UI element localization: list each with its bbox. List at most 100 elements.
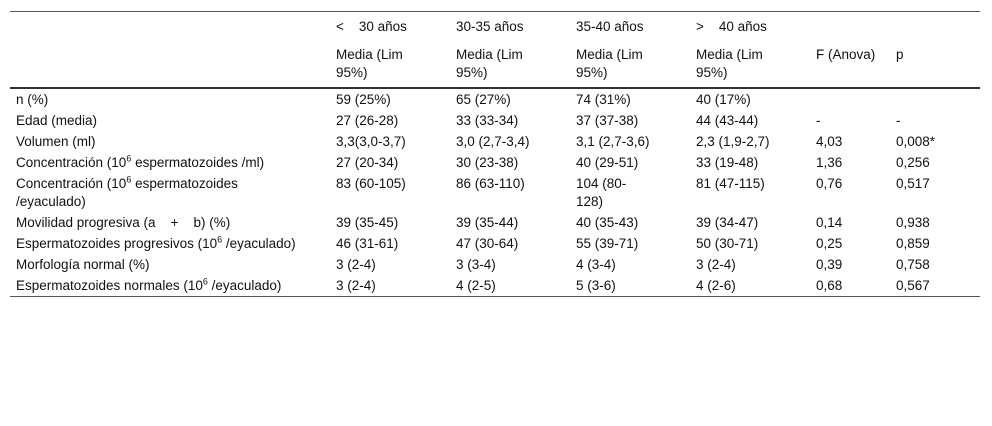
cell-value: 40 (17%)	[696, 92, 751, 107]
group-label: 35-40 años	[576, 19, 644, 34]
header-cell	[10, 12, 330, 45]
data-cell: 40 (29-51)	[570, 152, 690, 173]
row-label: Espermatozoides normales (106 /eyaculado…	[16, 277, 301, 295]
header-row: Media (Lim 95%) Media (Lim 95%) Media (Lim…	[10, 44, 980, 89]
label-text: Concentración (10	[16, 155, 127, 170]
subheader-label: Media (Lim 95%)	[696, 47, 763, 80]
table-row: Espermatozoides normales (106 /eyaculado…	[10, 275, 980, 297]
data-cell: -	[890, 110, 980, 131]
data-cell: 44 (43-44)	[690, 110, 810, 131]
data-cell: 55 (39-71)	[570, 233, 690, 254]
cell-value: 4,03	[816, 134, 843, 149]
data-cell: 0,517	[890, 173, 980, 212]
label-text: Concentración (10	[16, 176, 127, 191]
header-cell	[10, 44, 330, 89]
cell-value: 50 (30-71)	[696, 236, 759, 251]
table-row: Edad (media) 27 (26-28) 33 (33-34) 37 (37-3…	[10, 110, 980, 131]
superscript: 6	[202, 276, 208, 287]
header-cell: Media (Lim 95%)	[330, 44, 450, 89]
data-cell	[810, 88, 890, 110]
cell-value: 0,25	[816, 236, 843, 251]
subheader-label: p	[896, 47, 904, 62]
row-label: Concentración (106 espermatozoides /ml)	[16, 154, 301, 172]
data-cell: 50 (30-71)	[690, 233, 810, 254]
cell-value: 55 (39-71)	[576, 236, 639, 251]
data-cell: 0,14	[810, 212, 890, 233]
data-cell: 4 (2-5)	[450, 275, 570, 297]
cell-value: 65 (27%)	[456, 92, 511, 107]
cell-value: 27 (26-28)	[336, 113, 399, 128]
label-text: Movilidad progresiva (a + b) (%)	[16, 215, 231, 230]
superscript: 6	[126, 153, 132, 164]
data-cell: 3,1 (2,7-3,6)	[570, 131, 690, 152]
data-cell: 4,03	[810, 131, 890, 152]
cell-value: 3 (2-4)	[336, 278, 376, 293]
row-label: Edad (media)	[16, 112, 301, 130]
data-cell: -	[810, 110, 890, 131]
row-label-cell: Volumen (ml)	[10, 131, 330, 152]
row-label: n (%)	[16, 91, 301, 109]
cell-value: -	[896, 113, 901, 128]
row-label-cell: Movilidad progresiva (a + b) (%)	[10, 212, 330, 233]
cell-value: 83 (60-105)	[336, 176, 406, 191]
header-cell	[890, 12, 980, 45]
cell-value: 5 (3-6)	[576, 278, 616, 293]
label-text: n (%)	[16, 92, 49, 107]
data-table: < 30 años 30-35 años 35-40 años > 40 años Me…	[10, 11, 980, 297]
cell-value: 3 (2-4)	[336, 257, 376, 272]
data-cell: 0,39	[810, 254, 890, 275]
subheader-label: Media (Lim 95%)	[336, 47, 403, 80]
data-cell: 3,3(3,0-3,7)	[330, 131, 450, 152]
cell-value: 39 (35-45)	[336, 215, 399, 230]
row-label-cell: Edad (media)	[10, 110, 330, 131]
data-cell: 47 (30-64)	[450, 233, 570, 254]
cell-value: 0,76	[816, 176, 843, 191]
cell-value: 33 (19-48)	[696, 155, 759, 170]
cell-value: 0,938	[896, 215, 930, 230]
cell-value: 4 (2-6)	[696, 278, 736, 293]
header-cell	[810, 12, 890, 45]
superscript: 6	[217, 234, 223, 245]
group-label: > 40 años	[696, 19, 767, 34]
cell-value: 46 (31-61)	[336, 236, 399, 251]
data-cell: 0,25	[810, 233, 890, 254]
data-cell: 0,256	[890, 152, 980, 173]
row-label: Volumen (ml)	[16, 133, 301, 151]
data-cell: 37 (37-38)	[570, 110, 690, 131]
header-cell: p	[890, 44, 980, 89]
cell-value: 44 (43-44)	[696, 113, 759, 128]
header-cell: < 30 años	[330, 12, 450, 45]
row-label-cell: n (%)	[10, 88, 330, 110]
data-cell: 27 (20-34)	[330, 152, 450, 173]
table-row: Movilidad progresiva (a + b) (%) 39 (35-4…	[10, 212, 980, 233]
row-label-cell: Morfología normal (%)	[10, 254, 330, 275]
cell-value: 0,68	[816, 278, 843, 293]
cell-value: 4 (3-4)	[576, 257, 616, 272]
table-row: Concentración (106 espermatozoides /ml) 2…	[10, 152, 980, 173]
row-label: Morfología normal (%)	[16, 256, 301, 274]
data-cell: 3 (2-4)	[690, 254, 810, 275]
cell-value: 104 (80-128)	[576, 176, 627, 209]
data-cell: 5 (3-6)	[570, 275, 690, 297]
data-cell: 39 (34-47)	[690, 212, 810, 233]
cell-value: 0,256	[896, 155, 930, 170]
data-cell: 46 (31-61)	[330, 233, 450, 254]
cell-value: 0,567	[896, 278, 930, 293]
header-cell: Media (Lim 95%)	[570, 44, 690, 89]
data-cell: 0,567	[890, 275, 980, 297]
data-cell: 40 (35-43)	[570, 212, 690, 233]
subheader-label: F (Anova)	[816, 47, 876, 62]
data-cell: 3,0 (2,7-3,4)	[450, 131, 570, 152]
cell-value: 0,39	[816, 257, 843, 272]
label-text: Morfología normal (%)	[16, 257, 150, 272]
table-header: < 30 años 30-35 años 35-40 años > 40 años Me…	[10, 12, 980, 89]
data-cell: 0,938	[890, 212, 980, 233]
row-label-cell: Concentración (106 espermatozoides /ml)	[10, 152, 330, 173]
cell-value: 1,36	[816, 155, 843, 170]
cell-value: 33 (33-34)	[456, 113, 519, 128]
label-text: /eyaculado)	[207, 278, 282, 293]
cell-value: 0,14	[816, 215, 843, 230]
cell-value: 0,758	[896, 257, 930, 272]
cell-value: -	[816, 113, 821, 128]
